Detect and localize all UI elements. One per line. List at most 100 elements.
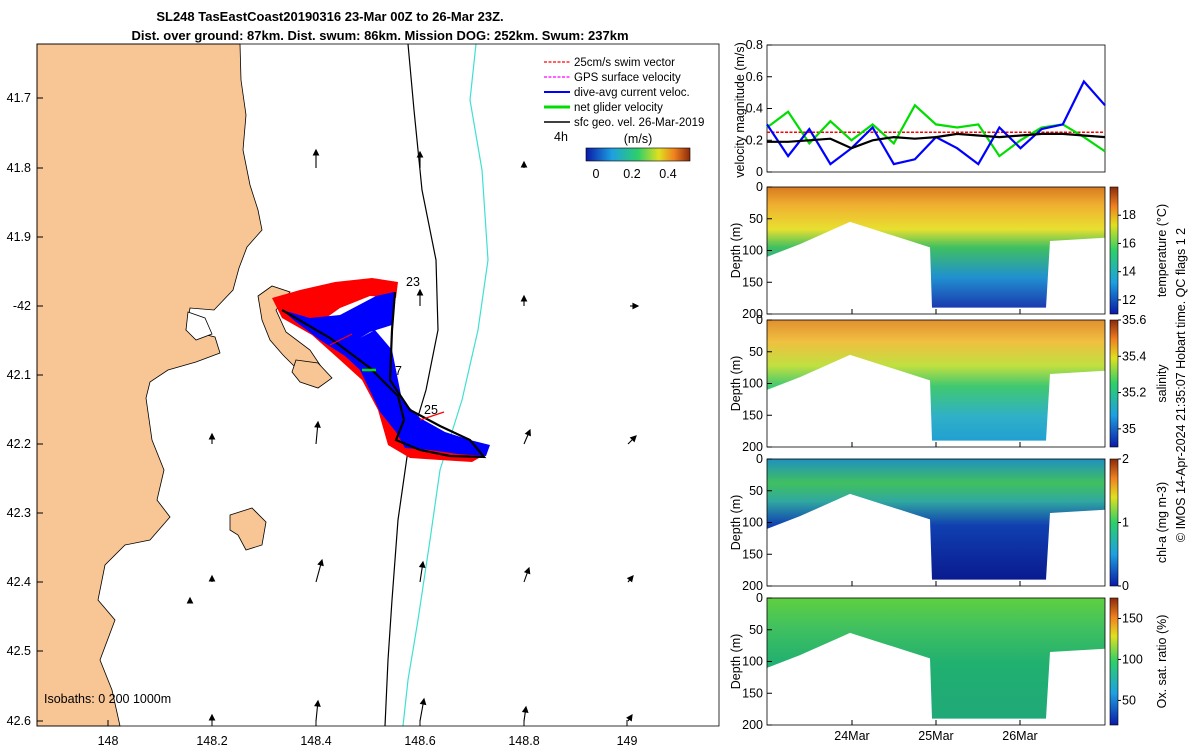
velocity-ylabel: velocity magnitude (m/s): [733, 42, 747, 177]
lat-tick-label: 42.6: [7, 714, 31, 728]
geo-arrow-head: [314, 699, 321, 707]
depth-tick-label: 200: [742, 579, 763, 593]
vel-ytick-label: 0.6: [746, 70, 763, 84]
depth-tick-label: 50: [749, 484, 763, 498]
colorbar-tick-label: 35.4: [1122, 349, 1146, 363]
depth-tick-label: 100: [742, 244, 763, 258]
sfc-geo-velocity-arrows: [186, 148, 640, 722]
depth-tick-label: 0: [756, 591, 763, 605]
lon-tick-label: 148.4: [300, 734, 331, 748]
schouten-island: [291, 359, 333, 389]
lon-tick-label: 148: [98, 734, 119, 748]
colorbar-label: chl-a (mg m-3): [1155, 482, 1169, 563]
colorbar-label: Ox. sat. ratio (%): [1155, 615, 1169, 709]
depth-tick-label: 0: [756, 452, 763, 466]
colorbar-tick-2: 0.4: [659, 167, 676, 181]
depth-tick-label: 150: [742, 686, 763, 700]
isobath-200m: [402, 43, 489, 727]
geo-arrow-head: [317, 558, 324, 567]
section-colorbar: [1109, 186, 1119, 315]
time-tick-label: 25Mar: [918, 729, 953, 743]
lat-tick-label: -42: [13, 299, 31, 313]
lon-tick-label: 148.2: [196, 734, 227, 748]
glider-track-line: [281, 291, 487, 459]
title-line-1: SL248 TasEastCoast20190316 23-Mar 00Z to…: [156, 9, 503, 24]
section-panel-temperature: 0 50 100 150 200 Depth (m) 12 14 16 18 temperature…: [729, 180, 1169, 321]
lat-tick-label: 41.7: [7, 91, 31, 105]
geo-arrow-head: [186, 596, 194, 604]
swim-arrow-2: [419, 411, 445, 421]
time-tick-label: 26Mar: [1002, 729, 1037, 743]
geo-arrow-head: [524, 428, 531, 437]
lat-tick-label: 42.3: [7, 506, 31, 520]
depth-tick-label: 0: [756, 180, 763, 194]
geo-arrow-head: [520, 160, 528, 168]
legend-swim: 25cm/s swim vector: [574, 57, 675, 69]
legend-dive-avg: dive-avg current veloc.: [574, 87, 690, 99]
geo-arrow-head: [520, 294, 528, 302]
colorbar-tick-label: 100: [1122, 652, 1143, 666]
colorbar-tick-label: 35.6: [1122, 313, 1146, 327]
depth-tick-label: 150: [742, 547, 763, 561]
depth-tick-label: 0: [756, 313, 763, 327]
depth-tick-label: 200: [742, 307, 763, 321]
dive-avg-current-band: [282, 292, 490, 456]
vel-ytick-label: 0.8: [746, 38, 763, 52]
geo-arrow-head: [418, 560, 426, 568]
legend-gps: GPS surface velocity: [574, 72, 681, 84]
imos-note: © IMOS 14-Apr-2024 21:35:07 Hobart time.…: [1174, 228, 1188, 542]
section-colorbar: [1109, 597, 1119, 726]
speed-colorbar: [585, 147, 691, 162]
geo-arrow-head: [208, 432, 216, 440]
depth-tick-label: 50: [749, 345, 763, 359]
map-frame: [36, 43, 720, 727]
geo-arrow-head: [523, 566, 531, 575]
depth-tick-label: 50: [749, 623, 763, 637]
geo-arrow-head: [314, 420, 321, 428]
geo-arrow-head: [312, 148, 320, 156]
lat-tick-label: 42.4: [7, 575, 31, 589]
section-data-fill: [767, 459, 1105, 580]
depth-axis-label: Depth (m): [729, 495, 743, 551]
day-label-25: 25: [424, 403, 438, 417]
colorbar-tick-label: 1: [1122, 516, 1129, 530]
section-colorbar: [1109, 319, 1119, 448]
map-panel: 23 7 25 25cm/s swim vector GPS surface v…: [7, 43, 720, 748]
isobath-1000m: [384, 43, 439, 727]
depth-axis-label: Depth (m): [729, 223, 743, 279]
colorbar-tick-label: 16: [1122, 236, 1136, 250]
isobaths-label: Isobaths: 0 200 1000m: [44, 692, 171, 706]
colorbar-label: salinity: [1155, 364, 1169, 403]
colorbar-tick-label: 35.2: [1122, 386, 1146, 400]
day-label-23: 23: [406, 275, 420, 289]
time-tick-label: 24Mar: [834, 729, 869, 743]
geo-arrow-head: [629, 435, 637, 443]
day-label-7: 7: [395, 364, 402, 378]
section-panel-salinity: 0 50 100 150 200 Depth (m) 35 35.2 35.4 35.6 salin…: [729, 313, 1169, 454]
section-data-fill: [767, 598, 1105, 719]
legend-sfc: sfc geo. vel. 26-Mar-2019: [574, 117, 704, 129]
depth-axis-label: Depth (m): [729, 634, 743, 690]
tasmania-land: [36, 43, 263, 727]
geo-arrow-head: [632, 302, 640, 310]
depth-tick-label: 150: [742, 408, 763, 422]
lat-tick-label: 42.2: [7, 437, 31, 451]
map-axes: 148 148.2 148.4 148.6 148.8 149 41.7 41.8 41.9 -4…: [7, 91, 638, 748]
velocity-panel: 0 0.2 0.4 0.6 0.8 velocity magnitude (m/s): [733, 38, 1106, 179]
vel-ytick-label: 0: [756, 165, 763, 179]
lat-tick-label: 42.1: [7, 368, 31, 382]
freycinet-peninsula: [257, 285, 323, 373]
depth-tick-label: 100: [742, 655, 763, 669]
geo-arrow-head: [419, 697, 427, 706]
section-panel-chla: 0 50 100 150 200 Depth (m) 0 1 2 chl-a (mg m-3): [729, 452, 1169, 593]
depth-tick-label: 150: [742, 275, 763, 289]
section-data-fill: [767, 320, 1105, 441]
colorbar-tick-label: 14: [1122, 265, 1136, 279]
velocity-axes: 0 0.2 0.4 0.6 0.8: [746, 38, 772, 179]
swim-arrow: [329, 333, 353, 346]
geo-arrow-head: [626, 713, 633, 722]
depth-tick-label: 200: [742, 718, 763, 732]
depth-tick-label: 50: [749, 212, 763, 226]
